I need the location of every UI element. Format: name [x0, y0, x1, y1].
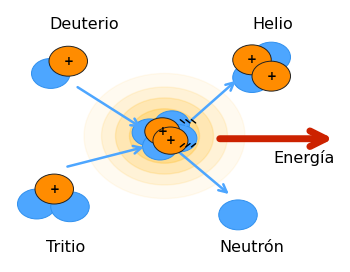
Text: Neutrón: Neutrón: [219, 240, 285, 255]
Circle shape: [162, 125, 197, 152]
Circle shape: [154, 111, 189, 138]
Text: Deuterio: Deuterio: [49, 17, 119, 32]
Circle shape: [252, 61, 290, 91]
Text: +: +: [63, 55, 73, 68]
Circle shape: [233, 45, 271, 75]
Circle shape: [153, 127, 188, 154]
Text: +: +: [49, 183, 59, 196]
Circle shape: [130, 109, 200, 163]
Circle shape: [102, 87, 228, 185]
Circle shape: [49, 46, 88, 76]
Text: +: +: [247, 53, 257, 66]
Circle shape: [233, 63, 271, 92]
Text: Helio: Helio: [253, 17, 293, 32]
Circle shape: [252, 42, 290, 72]
Circle shape: [84, 73, 245, 199]
Text: Energía: Energía: [274, 150, 335, 166]
Circle shape: [35, 174, 74, 204]
Circle shape: [132, 119, 167, 146]
Text: +: +: [158, 125, 167, 138]
Text: Tritio: Tritio: [46, 240, 85, 255]
Circle shape: [219, 200, 257, 230]
Circle shape: [116, 98, 214, 174]
Circle shape: [18, 189, 56, 219]
Circle shape: [145, 118, 180, 145]
Circle shape: [32, 58, 70, 88]
Text: +: +: [166, 134, 175, 147]
Text: +: +: [266, 70, 276, 83]
Circle shape: [140, 117, 189, 155]
Circle shape: [142, 133, 177, 160]
Circle shape: [51, 192, 89, 222]
